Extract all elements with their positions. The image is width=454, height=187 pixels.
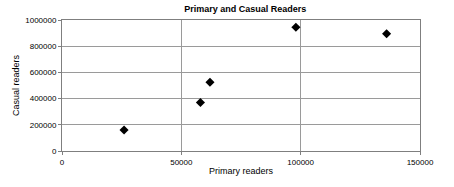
svg-text:400000: 400000	[30, 94, 57, 103]
svg-text:1000000: 1000000	[25, 16, 57, 25]
svg-text:200000: 200000	[30, 121, 57, 130]
svg-text:600000: 600000	[30, 68, 57, 77]
svg-text:Primary and Casual Readers: Primary and Casual Readers	[184, 4, 306, 14]
svg-text:50000: 50000	[170, 158, 193, 167]
svg-text:100000: 100000	[287, 158, 314, 167]
svg-text:800000: 800000	[30, 42, 57, 51]
svg-text:Casual readers: Casual readers	[11, 54, 21, 116]
svg-text:0: 0	[52, 147, 57, 156]
svg-text:Primary readers: Primary readers	[209, 166, 274, 176]
svg-text:0: 0	[60, 158, 65, 167]
svg-text:150000: 150000	[407, 158, 434, 167]
